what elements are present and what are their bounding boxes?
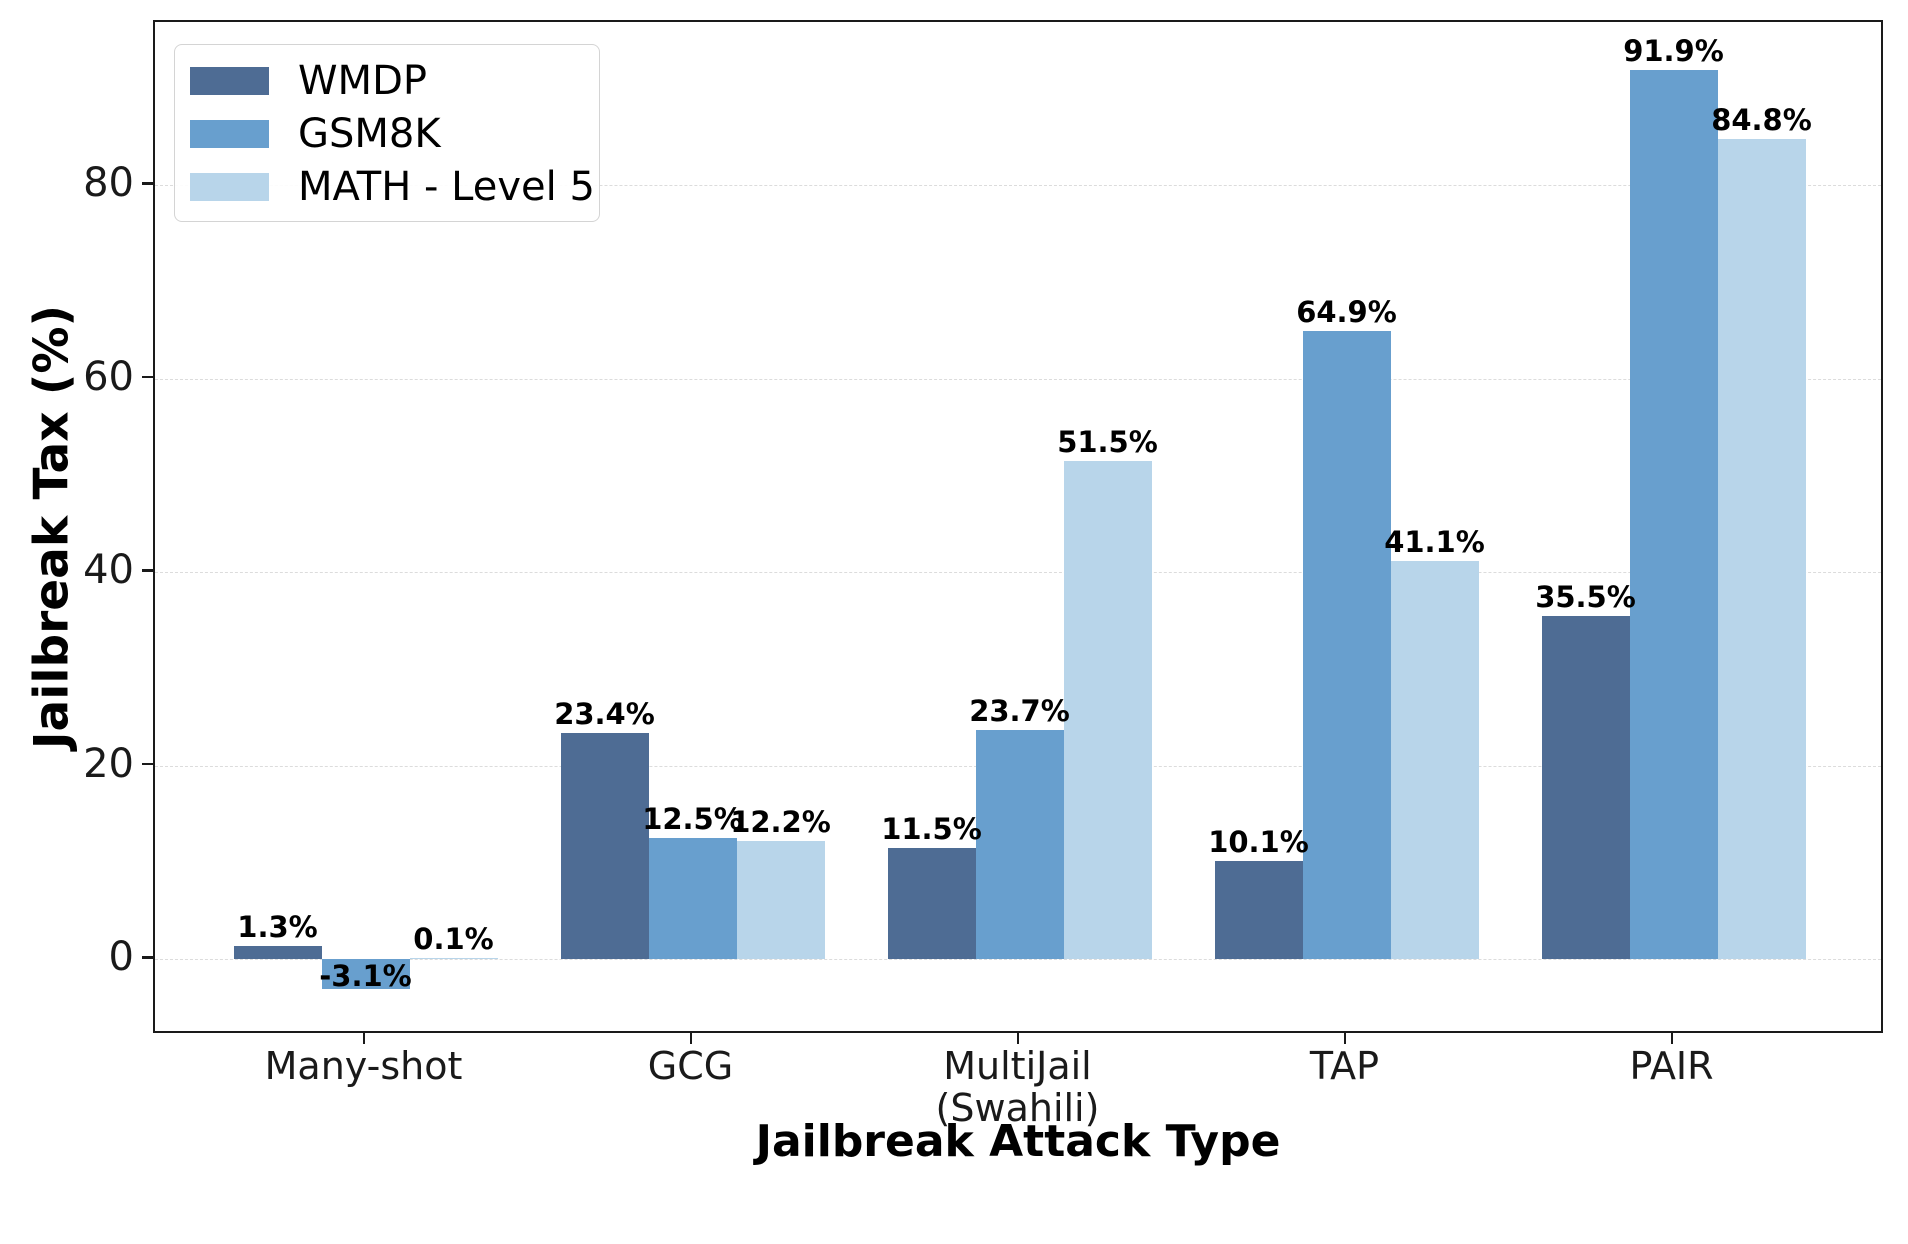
bar-MATH - Level 5-MultiJail — [1063, 460, 1152, 959]
bar-value-label: 35.5% — [1535, 579, 1636, 614]
bar-value-label: 0.1% — [413, 922, 494, 957]
bar-value-label: 91.9% — [1623, 33, 1724, 68]
bar-value-label: 12.5% — [642, 802, 743, 837]
legend-item-WMDP: WMDP — [190, 54, 599, 107]
bar-value-label: 64.9% — [1296, 295, 1397, 330]
y-tick-mark — [142, 956, 153, 959]
bar-GSM8K-MultiJail — [975, 729, 1064, 959]
bar-WMDP-MultiJail — [887, 847, 976, 959]
x-tick-label: GCG — [647, 1044, 734, 1088]
bar-GSM8K-TAP — [1302, 331, 1391, 959]
x-tick-label: TAP — [1309, 1044, 1380, 1088]
x-tick-mark — [689, 1033, 692, 1044]
bar-WMDP-GCG — [560, 732, 649, 959]
bar-value-label: 11.5% — [881, 811, 982, 846]
bar-value-label: 51.5% — [1057, 424, 1158, 459]
bar-value-label: 10.1% — [1208, 825, 1309, 860]
bar-value-label: 84.8% — [1711, 102, 1812, 137]
y-axis-title: Jailbreak Tax (%) — [24, 305, 80, 749]
bar-WMDP-TAP — [1214, 861, 1303, 959]
legend-item-MATH - Level 5: MATH - Level 5 — [190, 160, 599, 213]
y-tick-label: 0 — [108, 934, 134, 980]
bar-MATH - Level 5-GCG — [736, 840, 825, 959]
legend-swatch-icon — [190, 119, 269, 148]
bar-GSM8K-Many-shot — [321, 959, 410, 989]
y-tick-label: 40 — [83, 547, 134, 593]
gridline-y-60 — [155, 378, 1881, 380]
plot-area: 1.3% 23.4% 11.5% 10.1% 35.5% -3.1% 12.5% 23.7% 6… — [153, 20, 1883, 1033]
y-tick-label: 80 — [83, 160, 134, 206]
bar-WMDP-PAIR — [1541, 615, 1630, 959]
bar-GSM8K-PAIR — [1629, 69, 1718, 959]
bar-value-label: 23.7% — [969, 693, 1070, 728]
x-tick-mark — [1343, 1033, 1346, 1044]
bar-value-label: 12.2% — [730, 804, 831, 839]
legend-item-label: MATH - Level 5 — [298, 163, 595, 210]
x-tick-mark — [362, 1033, 365, 1044]
gridline-y-80 — [155, 185, 1881, 186]
gridline-y-40 — [155, 572, 1881, 573]
x-tick-mark — [1016, 1033, 1019, 1044]
x-axis-title: Jailbreak Attack Type — [755, 1116, 1281, 1167]
bar-value-label: 23.4% — [554, 696, 655, 731]
legend-swatch-icon — [190, 66, 269, 95]
bar-value-label: -3.1% — [319, 959, 412, 993]
gridline-y-0 — [155, 959, 1881, 960]
bar-MATH - Level 5-Many-shot — [409, 958, 498, 960]
y-tick-label: 20 — [83, 740, 134, 787]
bar-MATH - Level 5-PAIR — [1717, 138, 1806, 959]
y-tick-label: 60 — [83, 353, 134, 400]
bar-MATH - Level 5-TAP — [1390, 561, 1479, 959]
y-tick-mark — [142, 762, 153, 765]
legend-item-label: GSM8K — [298, 110, 441, 157]
y-tick-mark — [142, 569, 153, 572]
x-tick-label: MultiJail (Swahili) — [935, 1044, 1100, 1130]
bar-GSM8K-GCG — [648, 838, 737, 959]
x-tick-label: Many-shot — [264, 1044, 463, 1088]
y-tick-mark — [142, 375, 153, 378]
bar-value-label: 41.1% — [1384, 525, 1485, 560]
legend-item-GSM8K: GSM8K — [190, 107, 599, 160]
legend: WMDP GSM8K MATH - Level 5 — [174, 44, 600, 222]
bar-value-label: 1.3% — [237, 910, 318, 945]
legend-swatch-icon — [190, 172, 269, 201]
x-tick-mark — [1670, 1033, 1673, 1044]
bar-WMDP-Many-shot — [233, 946, 322, 959]
legend-item-label: WMDP — [298, 57, 427, 104]
y-tick-mark — [142, 182, 153, 185]
x-tick-label: PAIR — [1629, 1044, 1714, 1088]
